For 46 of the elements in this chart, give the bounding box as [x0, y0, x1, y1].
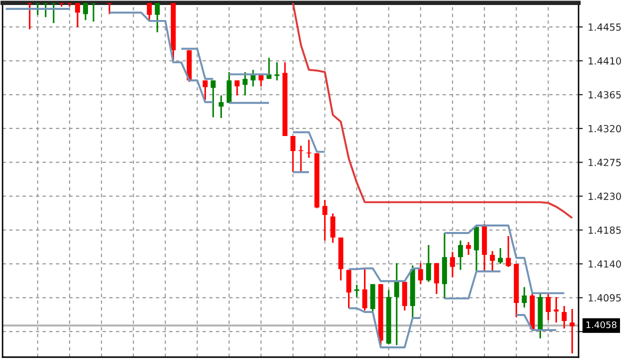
candlestick — [330, 212, 336, 244]
y-tick-label: 1.4140 — [588, 260, 621, 268]
candlestick — [354, 284, 360, 298]
candlestick — [450, 251, 455, 278]
candlestick — [242, 71, 248, 96]
y-tick-label: 1.4455 — [588, 24, 621, 31]
candlestick — [346, 269, 352, 309]
candlestick — [83, 2, 88, 21]
candlestick — [210, 80, 216, 118]
y-tick-label: 1.4185 — [588, 226, 621, 234]
candlestick — [426, 244, 432, 283]
candlestick — [75, 2, 80, 28]
candlestick — [522, 286, 527, 308]
y-tick-label: 1.4320 — [588, 124, 621, 132]
candlestick — [394, 262, 400, 346]
candlestick — [570, 308, 575, 354]
candlestick — [290, 135, 296, 173]
candlestick — [202, 80, 208, 101]
candlestick — [226, 71, 232, 104]
ref-line-label: 1.4058 — [586, 321, 616, 328]
candlestick — [266, 57, 272, 80]
candlestick — [546, 292, 551, 322]
candlestick — [490, 250, 495, 273]
y-tick-label: 1.4230 — [588, 192, 621, 200]
candlestick — [146, 2, 152, 21]
candlestick — [218, 94, 224, 119]
candlestick — [458, 240, 463, 271]
line-series — [292, 2, 574, 219]
candlestick — [506, 235, 511, 268]
candlestick — [362, 268, 368, 312]
y-tick-label: 1.4095 — [588, 294, 621, 302]
candlestick — [234, 80, 240, 96]
y-tick-label: 1.4365 — [588, 91, 621, 98]
candlestick — [306, 139, 312, 159]
candlestick — [154, 2, 160, 33]
candlestick — [418, 262, 424, 285]
candlestick — [466, 241, 471, 256]
candlestick — [498, 247, 503, 265]
candlestick — [434, 262, 440, 295]
candlestick — [250, 69, 256, 88]
candlestick — [562, 305, 567, 330]
y-tick-label: 1.4275 — [588, 158, 621, 166]
candlestick — [474, 224, 479, 273]
candlestick — [274, 62, 280, 82]
candlestick — [322, 199, 328, 242]
y-tick-label: 1.4410 — [588, 57, 621, 65]
